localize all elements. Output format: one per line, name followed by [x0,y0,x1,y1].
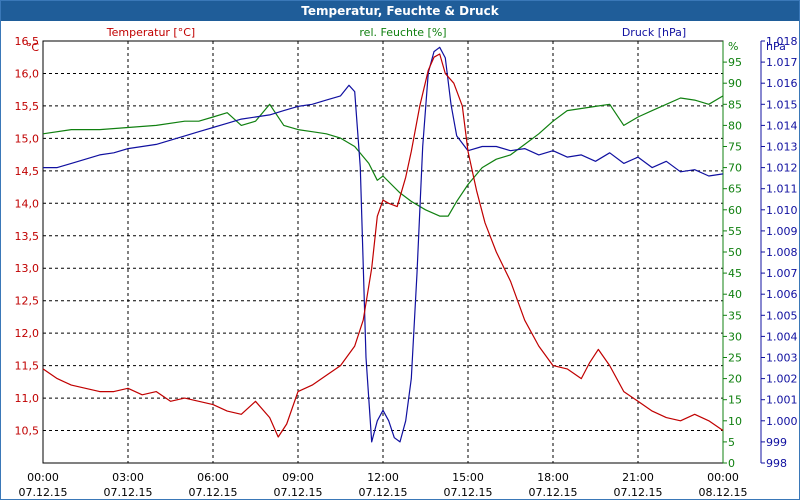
x-tick-time: 18:00 [537,471,569,484]
y-tick-humidity: 0 [728,457,735,470]
y-tick-humidity: 90 [728,77,742,90]
y-tick-temperature: 14,0 [15,197,40,210]
axis-unit-pressure: hPa [766,40,786,53]
y-tick-humidity: 20 [728,373,742,386]
x-tick-date: 08.12.15 [699,486,748,499]
series-label-temperature: Temperatur [°C] [106,26,195,39]
axis-unit-temperature: °C [26,41,40,54]
y-tick-pressure: 1.000 [766,415,798,428]
y-tick-temperature: 12,5 [15,295,40,308]
y-tick-humidity: 65 [728,183,742,196]
y-tick-pressure: 998 [766,457,787,470]
y-tick-temperature: 13,5 [15,230,40,243]
y-tick-temperature: 14,5 [15,165,40,178]
y-tick-pressure: 1.016 [766,77,798,90]
x-tick-date: 07.12.15 [19,486,68,499]
x-tick-date: 07.12.15 [189,486,238,499]
series-label-humidity: rel. Feuchte [%] [359,26,446,39]
window-title: Temperatur, Feuchte & Druck [1,1,799,21]
y-tick-temperature: 10,5 [15,425,40,438]
y-tick-pressure: 1.006 [766,288,798,301]
y-tick-temperature: 13,0 [15,262,40,275]
x-tick-time: 12:00 [367,471,399,484]
y-tick-temperature: 16,0 [15,67,40,80]
y-tick-humidity: 45 [728,267,742,280]
y-tick-pressure: 1.003 [766,352,798,365]
y-tick-humidity: 30 [728,330,742,343]
y-tick-pressure: 1.010 [766,204,798,217]
series-line-temperature [42,53,724,438]
x-tick-time: 15:00 [452,471,484,484]
y-tick-pressure: 1.017 [766,56,798,69]
y-tick-temperature: 15,0 [15,132,40,145]
x-tick-date: 07.12.15 [104,486,153,499]
x-tick-time: 21:00 [622,471,654,484]
y-tick-humidity: 70 [728,162,742,175]
y-tick-humidity: 85 [728,98,742,111]
x-tick-date: 07.12.15 [529,486,578,499]
y-tick-humidity: 10 [728,415,742,428]
x-tick-time: 00:00 [27,471,59,484]
x-tick-time: 09:00 [282,471,314,484]
axis-unit-humidity: % [728,40,738,53]
y-tick-pressure: 1.018 [766,35,798,48]
y-tick-temperature: 11,5 [15,360,40,373]
y-tick-pressure: 1.008 [766,246,798,259]
x-tick-time: 00:00 [707,471,739,484]
y-tick-humidity: 35 [728,309,742,322]
y-tick-pressure: 1.012 [766,162,798,175]
x-tick-time: 06:00 [197,471,229,484]
y-tick-humidity: 55 [728,225,742,238]
x-tick-date: 07.12.15 [274,486,323,499]
y-tick-humidity: 25 [728,352,742,365]
y-tick-pressure: 1.001 [766,394,798,407]
y-tick-temperature: 11,0 [15,392,40,405]
y-tick-pressure: 999 [766,436,787,449]
y-tick-pressure: 1.009 [766,225,798,238]
y-tick-pressure: 1.005 [766,309,798,322]
y-tick-temperature: 15,5 [15,100,40,113]
y-tick-temperature: 12,0 [15,327,40,340]
y-tick-pressure: 1.007 [766,267,798,280]
y-tick-humidity: 15 [728,394,742,407]
y-tick-humidity: 5 [728,436,735,449]
series-line-pressure [43,46,724,443]
y-tick-humidity: 95 [728,56,742,69]
y-tick-humidity: 80 [728,119,742,132]
y-tick-pressure: 1.015 [766,98,798,111]
x-tick-date: 07.12.15 [359,486,408,499]
y-tick-humidity: 60 [728,204,742,217]
x-tick-time: 03:00 [112,471,144,484]
series-label-pressure: Druck [hPa] [622,26,686,39]
y-tick-pressure: 1.002 [766,373,798,386]
y-tick-pressure: 1.014 [766,119,798,132]
y-tick-pressure: 1.011 [766,183,798,196]
y-tick-humidity: 40 [728,288,742,301]
y-tick-humidity: 50 [728,246,742,259]
y-tick-humidity: 75 [728,141,742,154]
series-line-humidity [42,95,724,217]
y-tick-pressure: 1.013 [766,141,798,154]
y-tick-pressure: 1.004 [766,330,798,343]
x-tick-date: 07.12.15 [614,486,663,499]
x-tick-date: 07.12.15 [444,486,493,499]
y-tick-temperature: 16,5 [15,35,40,48]
